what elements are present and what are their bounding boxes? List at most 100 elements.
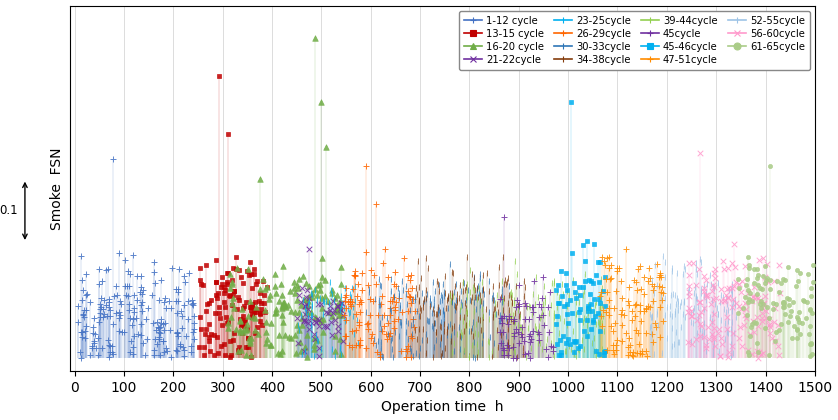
Point <box>648 289 661 296</box>
Point <box>408 308 422 315</box>
Point <box>77 314 91 321</box>
Point <box>303 294 316 300</box>
Point <box>652 274 665 281</box>
Point <box>583 305 597 312</box>
Point <box>721 294 734 301</box>
Point <box>516 344 530 351</box>
Point <box>399 283 412 289</box>
Point <box>623 335 636 341</box>
Point <box>597 288 610 294</box>
Point <box>177 346 190 353</box>
Point <box>508 349 521 355</box>
Point <box>530 273 543 280</box>
Point <box>433 323 447 330</box>
Point <box>613 265 626 271</box>
Point <box>84 299 97 305</box>
Point <box>276 304 289 311</box>
Point <box>546 280 559 286</box>
Point <box>309 314 323 321</box>
Point <box>222 291 235 298</box>
Point <box>695 289 708 296</box>
Point <box>110 309 123 316</box>
Point <box>763 315 776 322</box>
Point <box>511 301 525 308</box>
Point <box>444 335 458 341</box>
Point <box>751 354 764 361</box>
Point <box>426 353 439 360</box>
Point <box>526 291 540 297</box>
Point <box>461 308 474 315</box>
Point <box>569 295 582 302</box>
Point <box>230 253 243 260</box>
Point <box>507 333 520 339</box>
Point <box>468 286 481 293</box>
Point <box>194 326 208 332</box>
Point <box>345 299 359 306</box>
Point <box>244 259 257 265</box>
Point <box>473 301 487 308</box>
Point <box>318 292 332 299</box>
Point <box>375 345 388 352</box>
Point <box>518 338 531 344</box>
Point <box>375 339 388 345</box>
Point <box>568 289 582 296</box>
Point <box>101 265 114 272</box>
Point <box>528 323 541 329</box>
Point <box>127 332 141 339</box>
Point <box>687 320 701 326</box>
Point <box>525 304 539 310</box>
Point <box>235 346 248 353</box>
Point <box>467 299 480 306</box>
Point <box>427 295 441 302</box>
Point <box>638 308 651 315</box>
Point <box>236 328 250 335</box>
Point <box>199 308 213 315</box>
Point <box>603 312 616 318</box>
Point <box>460 293 473 300</box>
Point <box>471 349 484 356</box>
Point <box>298 344 312 350</box>
Point <box>741 290 754 297</box>
Point <box>510 354 523 361</box>
Point <box>453 345 467 352</box>
Point <box>407 324 421 331</box>
Point <box>274 351 287 358</box>
Point <box>412 284 426 290</box>
Point <box>303 246 316 253</box>
Point <box>768 319 781 326</box>
Point <box>756 286 769 292</box>
Point <box>277 302 291 309</box>
Point <box>597 307 610 314</box>
Point <box>432 304 445 310</box>
Point <box>512 281 525 288</box>
Point <box>76 310 90 317</box>
Point <box>253 317 266 324</box>
Point <box>151 318 164 325</box>
Point <box>204 297 218 304</box>
Point <box>375 293 389 299</box>
Point <box>725 285 738 291</box>
Point <box>567 337 581 344</box>
Point <box>354 299 367 305</box>
Point <box>147 259 161 266</box>
Point <box>509 326 522 332</box>
Point <box>738 263 752 270</box>
Point <box>727 283 741 290</box>
Point <box>306 303 319 310</box>
Point <box>136 298 149 305</box>
Point <box>437 311 451 318</box>
Point <box>377 312 391 318</box>
Point <box>749 320 763 326</box>
Point <box>119 291 132 298</box>
Point <box>539 298 552 305</box>
Point <box>344 294 358 301</box>
Point <box>328 306 341 313</box>
Point <box>776 276 789 282</box>
Point <box>192 344 205 351</box>
Point <box>345 284 359 291</box>
Point <box>796 297 810 303</box>
Point <box>367 340 380 346</box>
Point <box>586 316 599 323</box>
Point <box>153 323 167 330</box>
Point <box>218 352 231 359</box>
